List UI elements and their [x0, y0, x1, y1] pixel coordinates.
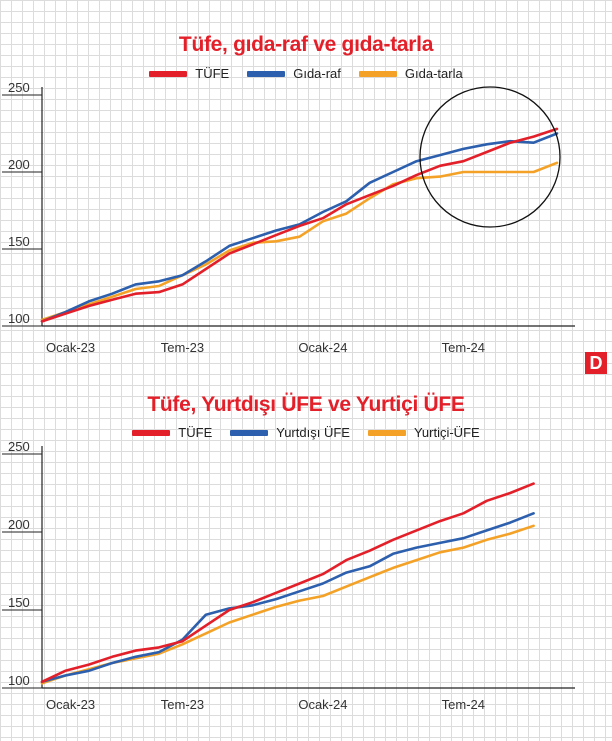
- y-tick-label: 250: [8, 80, 30, 95]
- legend-2: TÜFE Yurtdışı ÜFE Yurtiçi-ÜFE: [0, 425, 612, 440]
- series-line-tüfe: [40, 482, 535, 684]
- legend-swatch: [358, 70, 397, 77]
- legend-label: Yurtdışı ÜFE: [276, 425, 350, 440]
- chart-title-1: Tüfe, gıda-raf ve gıda-tarla: [178, 33, 434, 56]
- legend-label: Gıda-tarla: [404, 66, 463, 81]
- series-line-yurtiçi-üfe: [40, 524, 535, 685]
- chart-title-2: Tüfe, Yurtdışı ÜFE ve Yurtiçi ÜFE: [147, 393, 465, 416]
- legend-label: TÜFE: [178, 425, 213, 440]
- legend-swatch: [367, 429, 406, 436]
- x-tick-label: Ocak-23: [46, 697, 95, 712]
- x-tick-label: Ocak-23: [46, 340, 95, 355]
- series-line-tüfe: [40, 127, 559, 323]
- legend-item-yurtici-ufe: Yurtiçi-ÜFE: [367, 425, 480, 440]
- legend-label: Gıda-raf: [293, 66, 341, 81]
- brand-badge: D: [585, 352, 607, 374]
- legend-swatch: [132, 429, 171, 436]
- legend-item-gida-tarla: Gıda-tarla: [358, 66, 463, 81]
- y-tick-label: 200: [8, 517, 30, 532]
- x-tick-label: Ocak-24: [298, 340, 347, 355]
- x-tick-label: Tem-24: [442, 340, 485, 355]
- series-line-gıda-raf: [40, 132, 559, 323]
- x-tick-label: Ocak-24: [298, 697, 347, 712]
- y-tick-label: 150: [8, 595, 30, 610]
- y-tick-label: 100: [8, 311, 30, 326]
- line-chart-1: 100 150 200 250 Ocak-23 Tem-23 Ocak-24 Tem-24: [2, 80, 575, 355]
- x-tick-label: Tem-23: [161, 340, 204, 355]
- x-tick-label: Tem-23: [161, 697, 204, 712]
- legend-item-gida-raf: Gıda-raf: [247, 66, 341, 81]
- highlight-circle: [419, 86, 561, 228]
- chart-panel-1: Tüfe, gıda-raf ve gıda-tarla TÜFE Gıda-r…: [0, 0, 612, 365]
- legend-swatch: [247, 70, 286, 77]
- legend-item-tufe-1: TÜFE: [149, 66, 229, 81]
- legend-swatch: [230, 429, 269, 436]
- legend-1: TÜFE Gıda-raf Gıda-tarla: [0, 66, 612, 81]
- legend-item-yurtdisi-ufe: Yurtdışı ÜFE: [230, 425, 350, 440]
- legend-item-tufe-2: TÜFE: [132, 425, 212, 440]
- series-line-gıda-tarla: [40, 161, 559, 322]
- x-tick-label: Tem-24: [442, 697, 485, 712]
- legend-swatch: [149, 70, 188, 77]
- series-line-yurtdışı-üfe: [40, 511, 535, 684]
- y-tick-label: 250: [8, 439, 30, 454]
- y-tick-label: 150: [8, 234, 30, 249]
- y-tick-label: 200: [8, 157, 30, 172]
- legend-label: Yurtiçi-ÜFE: [413, 425, 480, 440]
- y-tick-label: 100: [8, 673, 30, 688]
- legend-label: TÜFE: [195, 66, 230, 81]
